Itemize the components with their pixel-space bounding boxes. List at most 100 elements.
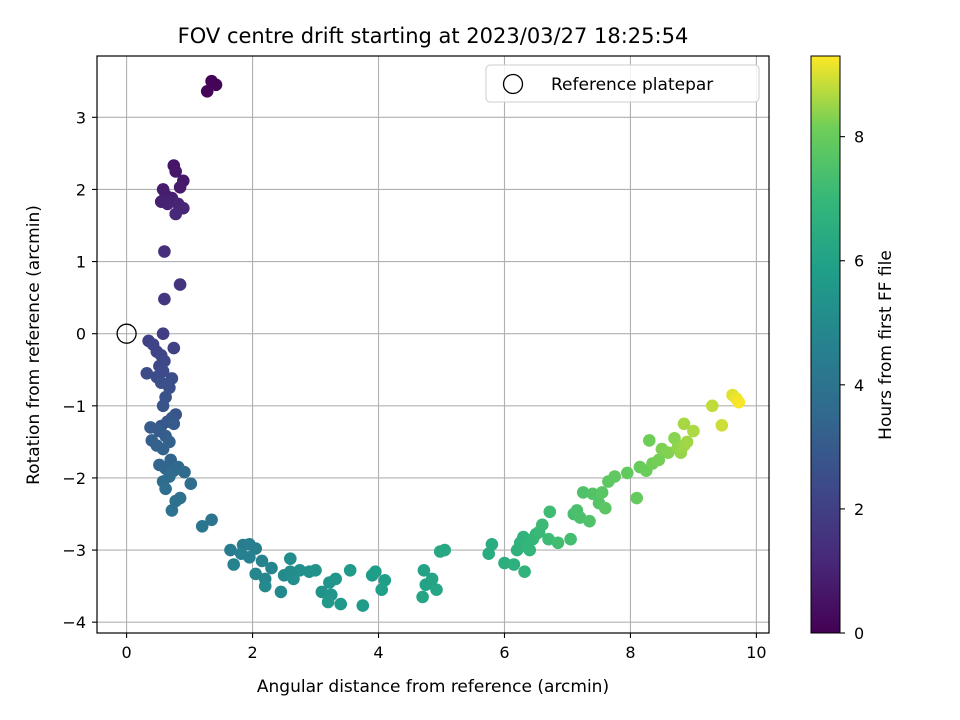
y-axis-ticks: −4 −3 −2 −1 0 1 2 3 <box>62 108 97 632</box>
data-point <box>158 292 171 306</box>
legend-entry-label: Reference platepar <box>551 75 713 95</box>
data-point <box>243 551 256 564</box>
data-point <box>599 501 612 515</box>
data-point <box>583 514 596 528</box>
y-tick-label: −4 <box>62 613 86 632</box>
colorbar-label: Hours from first FF file <box>876 250 896 440</box>
data-point <box>167 417 181 431</box>
data-point <box>595 486 609 499</box>
data-point <box>265 561 278 575</box>
data-point <box>274 585 288 599</box>
data-point <box>169 165 182 178</box>
legend-reference-marker <box>502 73 524 95</box>
data-point <box>523 543 536 557</box>
data-point <box>621 466 634 480</box>
data-point <box>156 442 170 456</box>
colorbar-tick-label: 0 <box>854 624 864 643</box>
y-axis-title: Rotation from reference (arcmin) <box>24 205 44 485</box>
plot-frame <box>96 55 770 634</box>
chart-title: FOV centre drift starting at 2023/03/27 … <box>178 24 689 48</box>
legend-box <box>485 64 760 103</box>
data-point <box>329 572 343 586</box>
data-point <box>156 399 170 413</box>
data-point <box>677 417 691 431</box>
x-tick-label: 2 <box>247 643 257 662</box>
x-tick-label: 6 <box>499 643 509 662</box>
data-point <box>156 327 170 341</box>
data-point <box>661 446 675 460</box>
data-point <box>343 564 357 577</box>
y-tick-label: 0 <box>76 325 86 344</box>
reference-marker <box>116 323 137 344</box>
data-point <box>630 491 643 505</box>
colorbar-ticks: 0 2 4 6 8 <box>840 128 864 643</box>
data-point <box>227 558 240 571</box>
colorbar-gradient <box>810 55 841 634</box>
data-point <box>249 542 262 555</box>
data-point <box>706 399 719 413</box>
colorbar-tick-label: 8 <box>854 128 864 147</box>
data-point <box>293 564 307 577</box>
data-point <box>200 85 214 98</box>
data-point <box>167 341 181 355</box>
data-point <box>161 197 174 211</box>
data-point <box>498 556 511 570</box>
data-point <box>576 486 590 499</box>
data-point <box>173 278 187 291</box>
data-point <box>732 395 746 409</box>
y-tick-label: −3 <box>62 541 86 560</box>
data-point <box>536 518 549 532</box>
data-point <box>334 597 348 611</box>
data-point <box>417 564 431 577</box>
y-tick-label: −1 <box>62 397 86 416</box>
data-point <box>643 434 656 447</box>
data-point <box>652 453 666 467</box>
data-point <box>224 543 237 557</box>
data-point <box>430 583 443 596</box>
x-tick-label: 0 <box>122 643 132 662</box>
data-point <box>507 558 521 571</box>
x-tick-label: 4 <box>373 643 383 662</box>
data-point <box>485 538 499 551</box>
data-point <box>284 552 297 565</box>
data-point <box>195 520 209 533</box>
data-point <box>551 536 565 550</box>
x-axis-title: Angular distance from reference (arcmin) <box>257 677 609 697</box>
data-point <box>518 565 531 578</box>
data-point <box>173 181 187 194</box>
data-point <box>586 487 599 501</box>
data-point <box>680 435 694 449</box>
data-point <box>543 505 557 519</box>
x-tick-label: 8 <box>625 643 635 662</box>
data-point <box>249 567 262 581</box>
data-point <box>258 579 272 593</box>
data-point <box>205 513 218 527</box>
data-point <box>356 599 370 612</box>
data-point <box>255 554 269 568</box>
data-point <box>608 470 621 483</box>
legend: Reference platepar <box>485 64 760 103</box>
data-point <box>438 543 452 557</box>
colorbar-tick-label: 6 <box>854 252 864 271</box>
y-tick-label: 2 <box>76 180 86 199</box>
data-point <box>209 78 223 92</box>
data-point <box>184 477 198 491</box>
x-tick-label: 10 <box>746 643 766 662</box>
data-point <box>425 572 439 586</box>
data-point <box>165 504 179 517</box>
data-point <box>715 419 729 432</box>
data-point <box>169 207 182 221</box>
y-tick-label: −2 <box>62 469 86 488</box>
y-tick-label: 1 <box>76 253 86 272</box>
data-point <box>309 564 322 577</box>
data-point <box>315 585 329 599</box>
y-tick-label: 3 <box>76 108 86 127</box>
data-point <box>321 595 335 609</box>
colorbar-tick-label: 2 <box>854 500 864 519</box>
data-point <box>158 245 171 258</box>
x-axis-ticks: 0 2 4 6 8 10 <box>122 633 767 662</box>
data-point <box>369 565 382 578</box>
data-point <box>140 367 154 380</box>
